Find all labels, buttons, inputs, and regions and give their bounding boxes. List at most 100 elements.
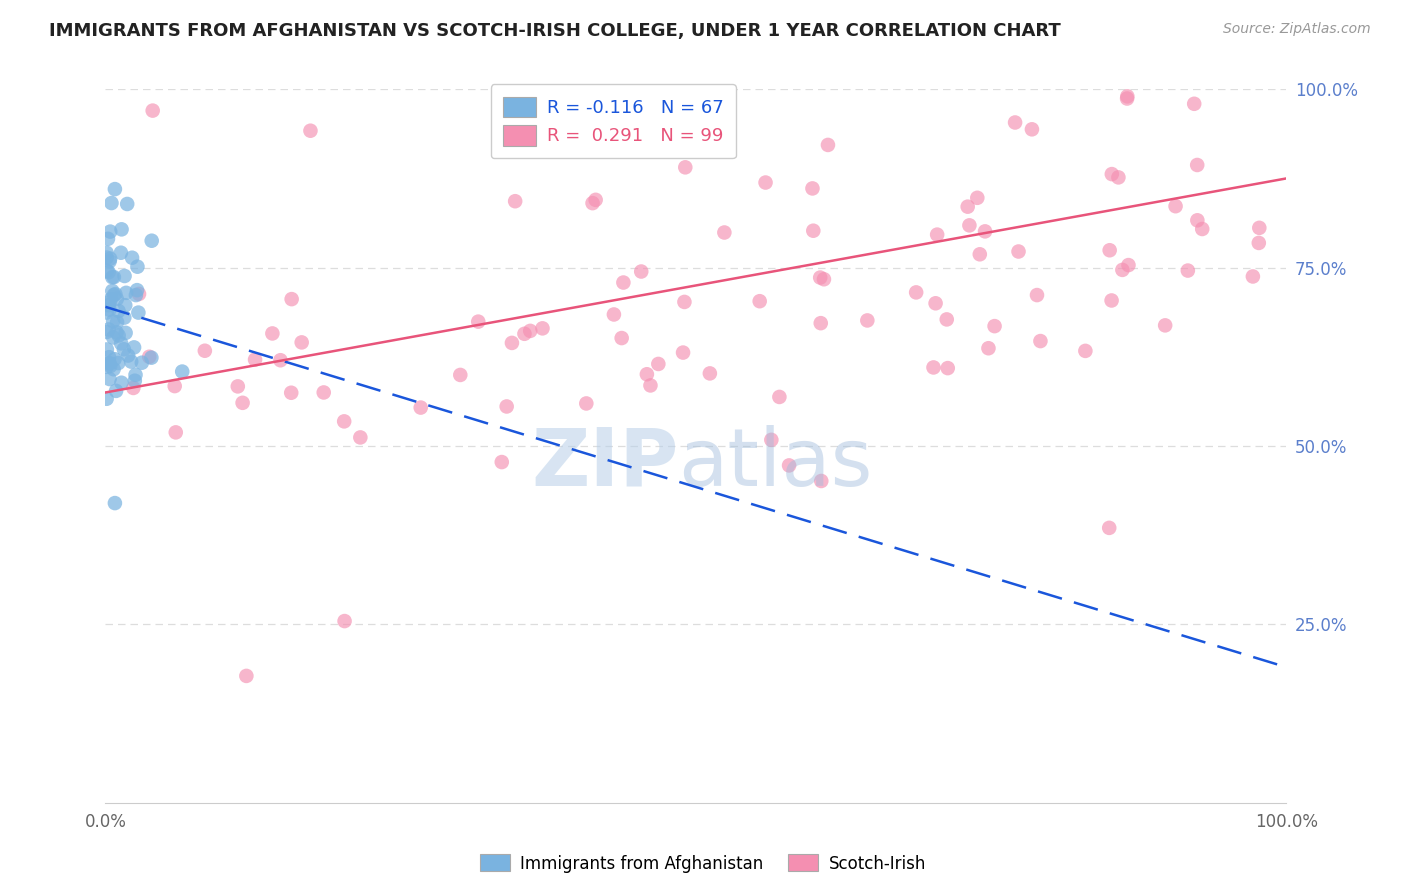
Point [513,326,536,341]
Point [1098,521,1121,535]
Point [956,200,979,214]
Point [349,430,371,444]
Point [612,276,634,290]
Point [1021,122,1043,136]
Point [291,335,314,350]
Point [97,232,120,246]
Point [801,181,824,195]
Point [101,314,124,328]
Text: atlas: atlas [678,425,873,503]
Point [1241,269,1264,284]
Point [1098,244,1121,258]
Point [105,384,128,398]
Point [817,137,839,152]
Point [98,225,121,239]
Point [1116,91,1139,105]
Point [778,458,800,473]
Point [1118,258,1140,272]
Point [100,196,122,211]
Point [98,295,121,310]
Point [924,296,946,310]
Point [813,272,835,286]
Point [491,455,513,469]
Point [98,372,121,386]
Point [110,336,132,351]
Point [97,322,120,336]
Point [673,161,696,175]
Point [713,226,735,240]
Point [165,425,187,440]
Point [98,302,121,317]
Point [105,315,128,329]
Point [98,254,121,268]
Point [1249,220,1271,235]
Point [1177,263,1199,277]
Point [905,285,928,300]
Point [97,298,120,312]
Point [927,227,949,242]
Point [936,361,959,376]
Point [103,288,125,302]
Point [103,362,125,376]
Point [280,292,302,306]
Point [935,312,957,326]
Point [966,191,988,205]
Point [110,245,132,260]
Point [100,293,122,307]
Point [810,316,832,330]
Point [1004,115,1026,129]
Point [114,326,136,340]
Point [977,341,1000,355]
Point [103,352,125,367]
Point [280,385,302,400]
Point [98,252,121,266]
Point [98,359,121,373]
Point [581,196,603,211]
Point [974,224,997,238]
Point [101,330,124,344]
Point [983,319,1005,334]
Point [810,474,832,488]
Point [138,350,160,364]
Point [107,328,129,343]
Point [101,284,124,298]
Point [110,376,132,390]
Point [1191,222,1213,236]
Point [232,396,254,410]
Point [1007,244,1029,259]
Point [96,359,118,374]
Legend: R = -0.116   N = 67, R =  0.291   N = 99: R = -0.116 N = 67, R = 0.291 N = 99 [491,84,735,158]
Point [112,343,135,357]
Point [98,356,121,370]
Point [96,392,118,406]
Point [122,381,145,395]
Point [672,345,695,359]
Point [127,305,149,319]
Point [127,260,149,274]
Point [768,390,790,404]
Point [630,264,652,278]
Point [125,288,148,302]
Point [142,103,165,118]
Point [761,433,783,447]
Point [1101,293,1123,308]
Point [96,264,118,278]
Point [115,285,138,300]
Point [96,343,118,357]
Point [141,234,163,248]
Point [110,222,132,236]
Point [122,340,145,354]
Point [172,365,194,379]
Point [96,305,118,319]
Point [503,194,526,209]
Point [114,298,136,312]
Point [1029,334,1052,348]
Point [101,270,124,285]
Point [98,350,121,364]
Point [585,193,607,207]
Point [163,379,186,393]
Legend: Immigrants from Afghanistan, Scotch-Irish: Immigrants from Afghanistan, Scotch-Iris… [474,847,932,880]
Point [312,385,335,400]
Point [104,182,127,196]
Point [449,368,471,382]
